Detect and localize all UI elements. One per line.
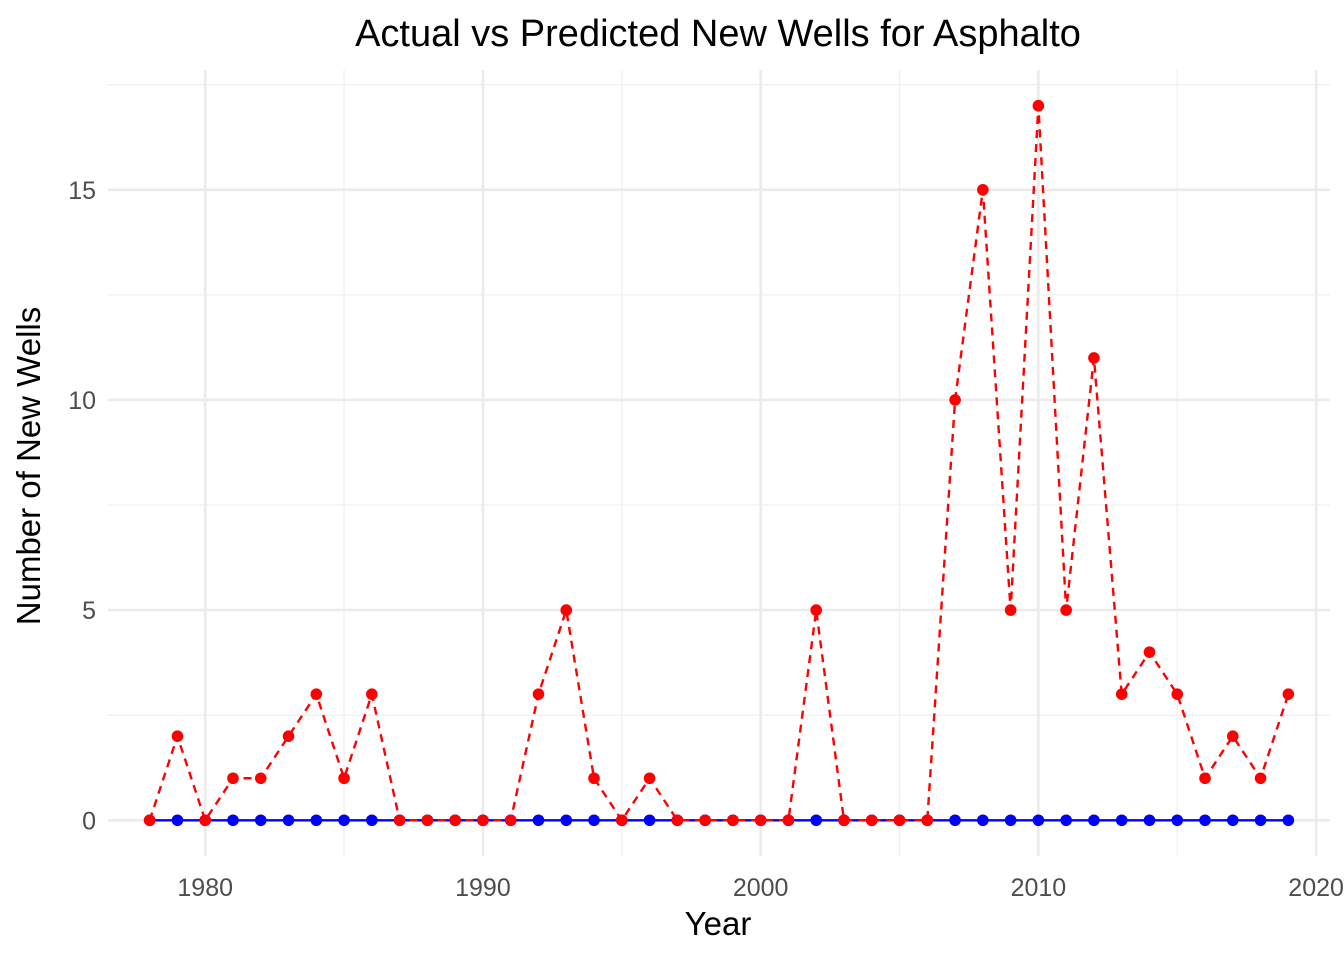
series-1-point [588,772,600,785]
series-0-point [1282,814,1295,827]
series-0-point [1254,814,1267,827]
series-1-point [504,814,517,827]
series-1-point [143,814,156,827]
series-1-point [810,604,823,616]
series-1-point [754,814,767,827]
series-1-point [977,183,989,196]
y-axis-title: Number of New Wells [10,307,47,625]
series-1-point [421,814,434,827]
series-0-point [560,814,573,827]
series-0-point [282,814,295,827]
minor-gridlines [108,70,1330,856]
series-1-point [338,772,350,785]
series-1-point [727,814,739,827]
y-tick-label: 10 [68,387,96,415]
series-1-point [532,688,545,700]
series-1-point [171,730,184,743]
series-1-point [449,814,461,827]
series-1-point [1060,604,1072,616]
series-1-point [1226,730,1239,743]
series-0-point [949,814,961,827]
x-axis-title: Year [685,905,752,942]
series-1-point [282,730,295,743]
series-1-line [148,104,1290,822]
series-1-point [1199,772,1211,785]
series-1-point [865,814,878,827]
series-1-point [643,772,656,785]
series-1 [143,99,1295,827]
series-1-point [393,814,406,827]
x-tick-label: 2000 [733,874,789,902]
series-0-point [1226,814,1239,827]
y-tick-label: 15 [68,177,96,205]
x-tick-label: 1990 [455,874,511,902]
series-0 [143,814,1295,827]
series-0-point [1032,814,1045,827]
series-0-point [227,814,239,827]
series-0-point [1060,814,1072,827]
series-0-point [1171,814,1184,827]
series-1-point [366,688,378,700]
y-axis-tick-labels: 0 5 10 15 [68,177,96,835]
series-1-point [838,814,850,827]
x-tick-label: 1980 [177,874,233,902]
series-1-point [560,604,573,616]
series-0-point [366,814,378,827]
series-1-point [477,814,489,827]
series-0-point [532,814,545,827]
series-0-point [1143,814,1156,827]
series-1-point [1032,99,1045,112]
series-0-point [1004,814,1017,827]
series-1-point [1004,604,1017,616]
x-tick-label: 2020 [1288,874,1344,902]
series-1-point [921,814,934,827]
series-layer [143,99,1295,827]
series-1-point [254,772,267,785]
series-1-point [1254,772,1267,785]
x-tick-label: 2010 [1011,874,1067,902]
series-0-point [810,814,823,827]
series-1-point [310,688,323,700]
series-1-point [227,772,239,785]
series-1-point [949,394,961,406]
series-0-point [171,814,184,827]
series-1-point [199,814,212,827]
y-tick-label: 5 [82,597,96,625]
series-0-point [1199,814,1211,827]
series-1-point [699,814,711,827]
x-axis-tick-labels: 1980 1990 2000 2010 2020 [177,874,1344,902]
series-0-point [254,814,267,827]
series-1-point [1115,688,1128,700]
series-1-point [782,814,795,827]
series-0-point [643,814,656,827]
series-1-point [1282,688,1295,700]
series-1-point [893,814,906,827]
series-1-point [1143,646,1156,658]
series-0-point [1088,814,1100,827]
y-tick-label: 0 [82,807,96,835]
series-0-point [977,814,989,827]
series-1-point [671,814,684,827]
series-1-point [615,814,628,827]
series-0-point [338,814,350,827]
series-0-point [310,814,323,827]
series-0-point [1115,814,1128,827]
series-1-point [1088,352,1100,364]
chart-title: Actual vs Predicted New Wells for Asphal… [355,13,1081,55]
series-0-point [588,814,600,827]
series-1-point [1171,688,1184,700]
